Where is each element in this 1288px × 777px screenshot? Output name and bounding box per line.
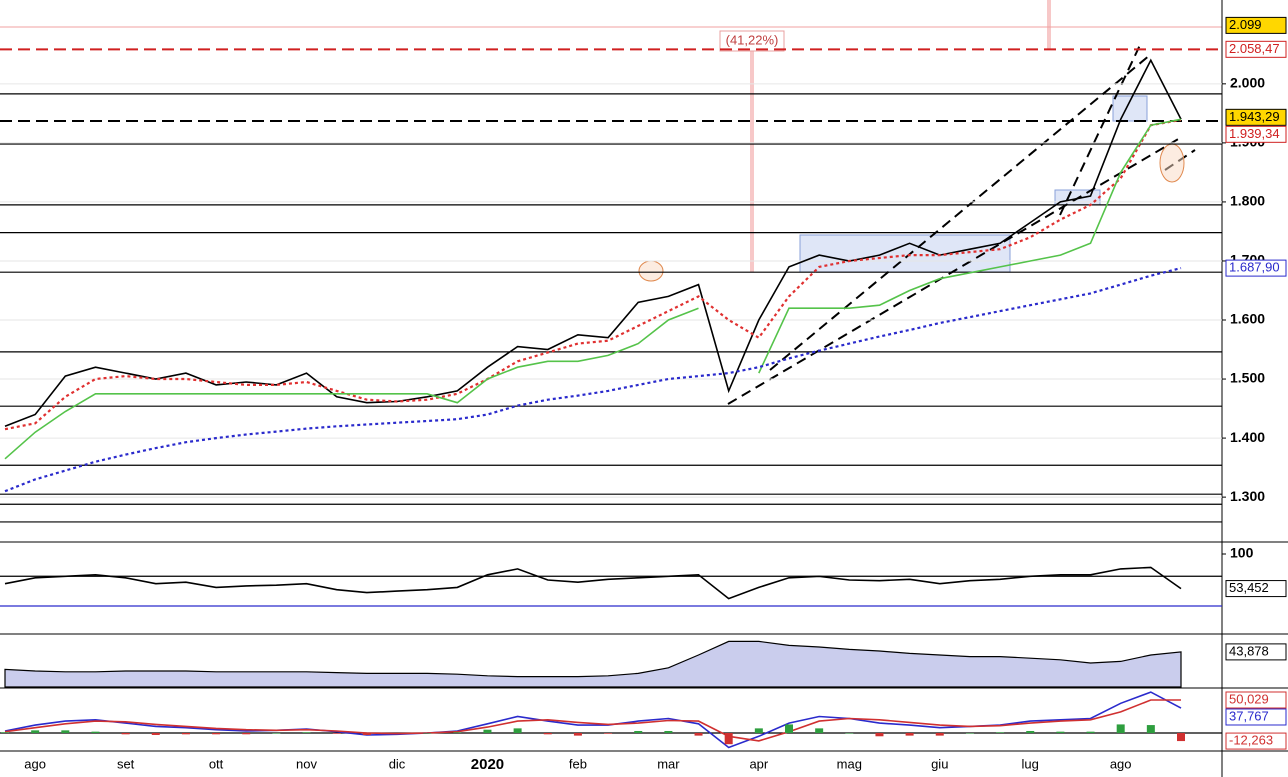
- histogram-bar: [332, 732, 341, 734]
- x-tick-label: 2020: [471, 756, 504, 773]
- price-label-box: [1225, 40, 1287, 58]
- x-tick-label: lug: [1022, 756, 1039, 771]
- x-tick-label: ago: [24, 756, 46, 771]
- histogram-bar: [272, 732, 281, 734]
- histogram-bar: [91, 731, 100, 733]
- histogram-bar: [1026, 731, 1035, 733]
- price-label: 53,452: [1229, 580, 1269, 595]
- histogram-bar: [664, 731, 673, 733]
- x-tick-label: giu: [931, 756, 948, 771]
- price-label-box: [1225, 643, 1287, 661]
- measure-line: [1047, 0, 1051, 50]
- annotation: (41,22%): [726, 32, 779, 47]
- price-label-box: [1225, 259, 1287, 277]
- x-tick-label: set: [117, 756, 135, 771]
- series-line: [4, 566, 1182, 600]
- price-label-box: [1225, 125, 1287, 143]
- histogram-bar: [393, 732, 401, 734]
- x-tick-label: feb: [569, 756, 587, 771]
- x-tick-label: mag: [837, 756, 862, 771]
- series-line: [4, 118, 1182, 431]
- histogram-bar: [513, 728, 522, 733]
- histogram-bar: [423, 732, 432, 734]
- histogram-bar: [965, 732, 974, 734]
- price-label-box: [1225, 580, 1287, 598]
- range-box: [799, 234, 1011, 273]
- price-label-box: [1225, 108, 1287, 126]
- series-area: [4, 640, 1182, 688]
- x-tick-label: apr: [749, 756, 768, 771]
- histogram-bar: [31, 730, 40, 733]
- histogram-bar: [785, 724, 793, 733]
- histogram-bar: [242, 732, 251, 735]
- histogram-bar: [754, 728, 763, 733]
- histogram-bar: [543, 732, 552, 735]
- y-tick-label: 1.400: [1230, 429, 1265, 445]
- y-tick-label: 1.800: [1230, 193, 1265, 209]
- price-label-box: [1225, 16, 1287, 34]
- annotation-box: [719, 30, 785, 52]
- trend-line: [727, 137, 1181, 405]
- price-label: 1.943,29: [1229, 109, 1280, 124]
- x-tick-label: mar: [657, 756, 680, 771]
- histogram-bar: [935, 732, 944, 736]
- histogram-bar: [724, 732, 733, 745]
- histogram-bar: [1056, 731, 1065, 733]
- histogram-bar: [61, 730, 70, 733]
- trend-line: [769, 54, 1151, 371]
- series-line: [4, 118, 1182, 460]
- histogram-bar: [1, 732, 9, 733]
- y-tick-label: 1.600: [1230, 311, 1265, 327]
- histogram-bar: [634, 731, 643, 733]
- price-label-box: [1225, 691, 1287, 709]
- highlight: [638, 260, 664, 282]
- price-label: 1.939,34: [1229, 126, 1280, 141]
- histogram-bar: [212, 732, 221, 735]
- price-label: 1.687,90: [1229, 260, 1280, 275]
- histogram-bar: [302, 732, 311, 733]
- y-tick-label: 1.500: [1230, 370, 1265, 386]
- x-tick-label: dic: [389, 756, 406, 771]
- x-tick-label: ago: [1110, 756, 1132, 771]
- histogram-bar: [996, 732, 1005, 733]
- series-line: [4, 58, 1182, 428]
- price-label-box: [1225, 732, 1287, 750]
- price-label: 43,878: [1229, 643, 1269, 658]
- histogram-bar: [815, 728, 824, 733]
- price-label-box: [1225, 708, 1287, 726]
- x-tick-label: nov: [296, 756, 317, 771]
- histogram-bar: [1116, 724, 1125, 733]
- histogram-bar: [453, 732, 462, 733]
- histogram-bar: [573, 732, 582, 736]
- histogram-bar: [181, 732, 190, 735]
- price-label: 37,767: [1229, 708, 1269, 723]
- highlight: [1159, 143, 1185, 183]
- price-label: -12,263: [1229, 733, 1273, 748]
- measure-line: [750, 40, 754, 272]
- histogram-bar: [905, 732, 914, 736]
- x-tick-label: ott: [209, 756, 224, 771]
- y-tick-label: 100: [1230, 545, 1254, 561]
- histogram-bar: [483, 729, 492, 733]
- y-tick-label: 1.300: [1230, 488, 1265, 504]
- series-line: [4, 699, 1181, 742]
- y-tick-label: 2.000: [1230, 75, 1265, 91]
- histogram-bar: [875, 732, 884, 737]
- price-label: 2.058,47: [1229, 41, 1280, 56]
- histogram-bar: [151, 732, 160, 735]
- histogram-bar: [121, 732, 130, 735]
- price-label: 50,029: [1229, 691, 1269, 706]
- histogram-bar: [362, 732, 371, 735]
- histogram-bar: [1177, 732, 1185, 742]
- histogram-bar: [845, 732, 854, 734]
- histogram-bar: [1086, 731, 1095, 733]
- price-label: 2.099: [1229, 17, 1262, 32]
- histogram-bar: [694, 732, 703, 736]
- histogram-bar: [604, 732, 613, 734]
- histogram-bar: [1146, 725, 1155, 733]
